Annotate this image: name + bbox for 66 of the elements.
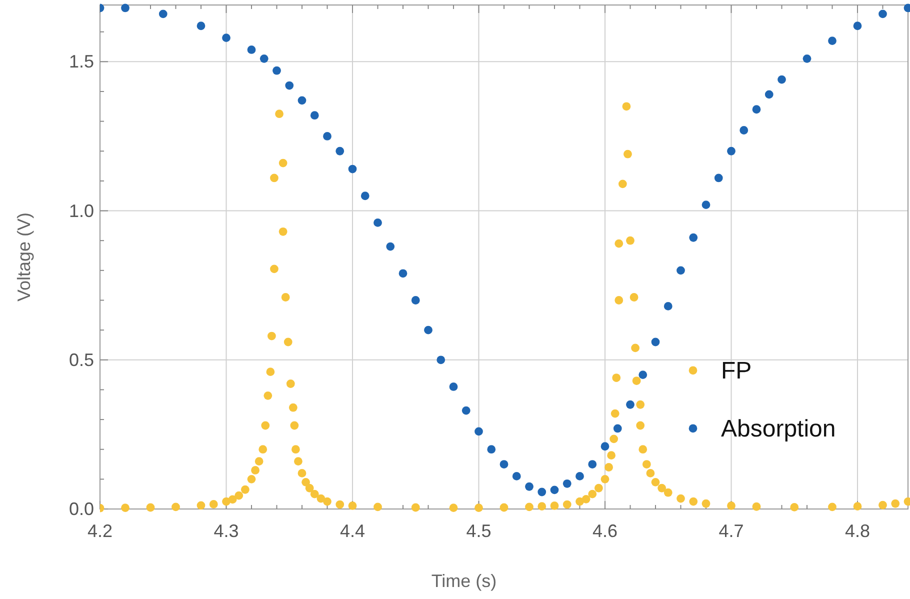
point (588, 460, 597, 468)
point (638, 370, 648, 379)
point (550, 486, 559, 494)
y-tick-label: 1.0 (68, 200, 94, 221)
y-axis-title: Voltage (V) (14, 212, 34, 302)
point (778, 75, 786, 84)
point (500, 460, 508, 468)
point (222, 34, 230, 42)
point (260, 54, 268, 63)
legend-label: Absorption (721, 415, 836, 442)
point (538, 488, 546, 496)
point (562, 479, 572, 488)
point (689, 233, 698, 242)
legend-label: FP (721, 357, 752, 384)
point (600, 442, 610, 451)
point (411, 296, 420, 304)
point (285, 81, 294, 90)
point (525, 482, 534, 491)
point (474, 427, 483, 436)
point (360, 192, 370, 200)
x-tick-label: 4.3 (214, 521, 239, 541)
point (386, 242, 395, 251)
point (613, 424, 622, 433)
x-tick-label: 4.2 (87, 521, 113, 541)
point (828, 36, 836, 45)
point (398, 269, 408, 278)
point (298, 96, 306, 105)
point (651, 338, 660, 346)
point (487, 445, 496, 454)
y-tick-label: 0.5 (68, 350, 94, 370)
point (424, 326, 432, 334)
point (752, 105, 761, 114)
point (247, 46, 256, 54)
x-tick-label: 4.4 (340, 521, 366, 541)
point (121, 4, 130, 12)
point (702, 200, 710, 209)
point (449, 382, 458, 391)
point (512, 472, 521, 480)
point (676, 266, 685, 275)
point (323, 132, 332, 140)
x-tick-label: 4.8 (844, 521, 870, 541)
point (374, 218, 382, 227)
point (576, 472, 584, 480)
point (764, 90, 774, 99)
x-tick-label: 4.5 (466, 521, 492, 541)
x-axis-title: Time (s) (431, 571, 497, 591)
point (714, 174, 723, 182)
point (878, 10, 887, 18)
x-tick-label: 4.7 (718, 521, 744, 541)
point (272, 66, 281, 75)
point (626, 400, 634, 409)
point (853, 22, 862, 30)
x-tick-label: 4.6 (592, 521, 618, 541)
y-tick-label: 1.5 (68, 52, 94, 72)
point (336, 146, 344, 156)
point (727, 146, 736, 156)
point (664, 302, 672, 310)
point (802, 54, 812, 63)
point (158, 10, 168, 18)
point (462, 406, 470, 415)
y-tick-label: 0.0 (68, 499, 94, 519)
point (740, 126, 748, 134)
point (436, 356, 446, 364)
point (348, 164, 357, 174)
point (196, 22, 206, 30)
point (310, 111, 319, 120)
